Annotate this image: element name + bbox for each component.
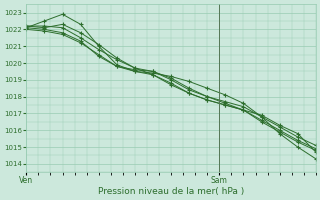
X-axis label: Pression niveau de la mer( hPa ): Pression niveau de la mer( hPa ) <box>98 187 244 196</box>
